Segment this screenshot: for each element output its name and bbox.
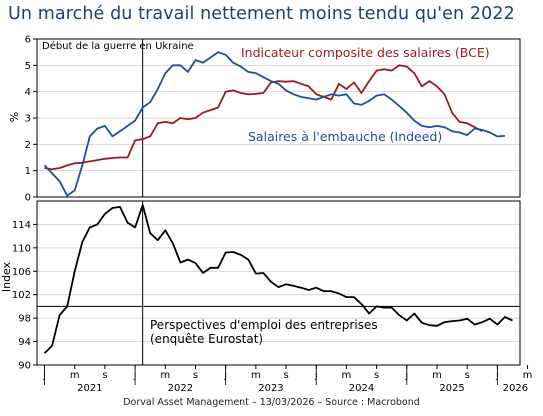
bottom-y-axis-label: Index — [0, 261, 13, 292]
x-tick-label: s — [193, 370, 198, 381]
top-y-axis: 0 1 2 3 4 5 6 — [25, 35, 37, 204]
x-tick-label: s — [283, 370, 288, 381]
war-start-annotation: Début de la guerre en Ukraine — [42, 40, 194, 52]
x-axis: j m s j m s j m s j m s j m s j m 2021 2022 2023 2024 2025 202… — [42, 365, 532, 394]
year-label: 2021 — [77, 383, 102, 394]
x-tick-label: m — [70, 370, 80, 381]
x-tick-label: m — [251, 370, 261, 381]
x-tick-label: j — [133, 370, 137, 381]
y-tick-label: 102 — [12, 290, 31, 301]
x-tick-label: s — [465, 370, 470, 381]
bottom-panel-gridlines — [37, 224, 520, 366]
chart-title: Un marché du travail nettement moins ten… — [8, 4, 515, 24]
x-tick-label: m — [342, 370, 352, 381]
x-tick-label: s — [374, 370, 379, 381]
year-label: 2023 — [258, 383, 283, 394]
x-tick-label: m — [160, 370, 170, 381]
y-tick-label: 1 — [25, 166, 31, 177]
x-tick-label: j — [223, 370, 227, 381]
year-label: 2026 — [503, 383, 528, 394]
y-tick-label: 110 — [12, 243, 31, 254]
top-series-0 — [44, 64, 483, 171]
top-y-axis-label: % — [8, 112, 21, 122]
top-panel-gridlines — [37, 38, 520, 198]
y-tick-label: 114 — [12, 220, 31, 231]
y-tick-label: 0 — [25, 193, 31, 204]
y-tick-label: 6 — [25, 35, 31, 46]
series-label-bce: Indicateur composite des salaires (BCE) — [241, 45, 490, 60]
bottom-panel-frame — [36, 200, 521, 366]
bottom-series-lines — [43, 204, 513, 354]
x-tick-label: m — [432, 370, 442, 381]
footer-source: Dorval Asset Management – 13/03/2026 – S… — [123, 397, 420, 408]
y-tick-label: 3 — [25, 114, 31, 125]
bottom-series-0 — [43, 204, 513, 354]
series-label-eurostat: Perspectives d'emploi des entreprises (e… — [150, 318, 381, 346]
year-label: 2022 — [168, 383, 193, 394]
y-tick-label: 94 — [18, 337, 31, 348]
series-label-indeed: Salaires à l'embauche (Indeed) — [248, 129, 442, 144]
y-tick-label: 106 — [12, 267, 31, 278]
x-tick-label: j — [42, 370, 46, 381]
y-tick-label: 5 — [25, 61, 31, 72]
year-label: 2024 — [349, 383, 374, 394]
x-tick-label: j — [404, 370, 408, 381]
x-tick-label: j — [495, 370, 499, 381]
x-tick-label: j — [314, 370, 318, 381]
y-tick-label: 4 — [25, 87, 31, 98]
y-tick-label: 2 — [25, 140, 31, 151]
top-series-1 — [43, 51, 505, 197]
x-tick-label: m — [523, 370, 533, 381]
bottom-y-axis: 90 94 98 102 106 110 114 — [12, 220, 37, 372]
x-tick-label: s — [102, 370, 107, 381]
y-tick-label: 98 — [18, 314, 31, 325]
top-series-lines — [43, 51, 505, 197]
year-label: 2025 — [439, 383, 464, 394]
y-tick-label: 90 — [18, 361, 31, 372]
